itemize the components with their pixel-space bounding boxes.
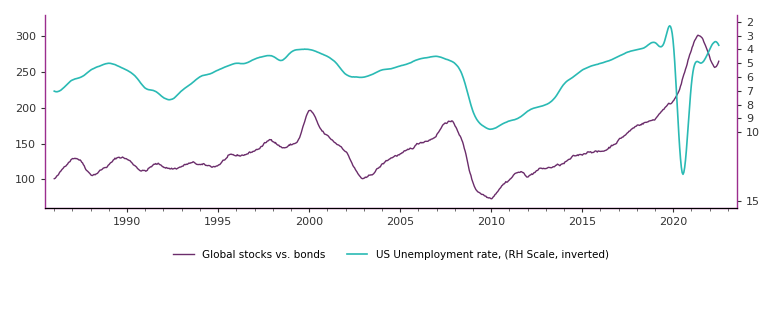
Legend: Global stocks vs. bonds, US Unemployment rate, (RH Scale, inverted): Global stocks vs. bonds, US Unemployment… [169,246,613,264]
Global stocks vs. bonds [453,129,462,133]
Global stocks vs. bonds [622,131,632,135]
Global stocks vs. bonds [50,177,59,181]
US Unemployment rate, (RH Scale, inverted) [473,119,482,123]
Line: Global stocks vs. bonds: Global stocks vs. bonds [54,35,718,199]
US Unemployment rate, (RH Scale, inverted) [622,51,631,55]
Global stocks vs. bonds [91,173,100,177]
US Unemployment rate, (RH Scale, inverted) [50,89,59,93]
US Unemployment rate, (RH Scale, inverted) [678,172,687,176]
Global stocks vs. bonds [694,33,703,37]
US Unemployment rate, (RH Scale, inverted) [714,43,723,47]
Global stocks vs. bonds [473,190,482,193]
Global stocks vs. bonds [714,59,723,63]
US Unemployment rate, (RH Scale, inverted) [453,64,462,68]
Global stocks vs. bonds [436,128,445,131]
Global stocks vs. bonds [487,197,496,201]
US Unemployment rate, (RH Scale, inverted) [665,24,674,28]
Line: US Unemployment rate, (RH Scale, inverted): US Unemployment rate, (RH Scale, inverte… [54,26,718,174]
US Unemployment rate, (RH Scale, inverted) [91,66,100,70]
US Unemployment rate, (RH Scale, inverted) [436,55,445,59]
US Unemployment rate, (RH Scale, inverted) [553,91,563,95]
Global stocks vs. bonds [554,163,563,167]
